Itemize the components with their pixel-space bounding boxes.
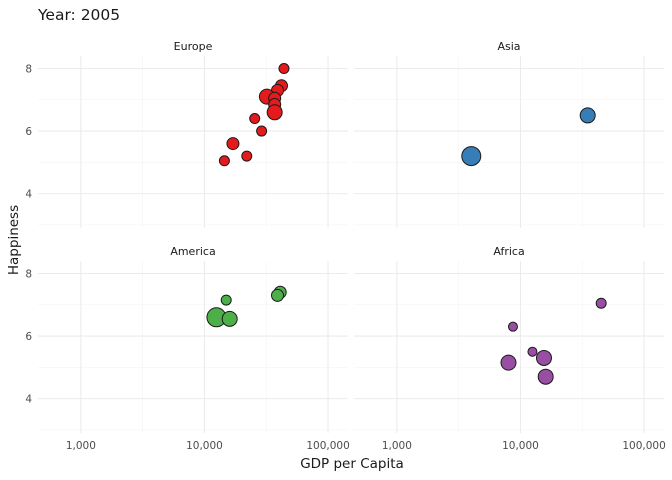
facet-strip-label: Europe	[174, 40, 213, 53]
facet-panel-america: America 4 6 8 1,000 10,000 100,000	[25, 245, 349, 452]
y-tick-label: 6	[25, 126, 32, 138]
y-tick-label: 6	[25, 331, 32, 343]
data-point	[266, 104, 283, 121]
x-tick-label: 100,000	[306, 440, 349, 452]
data-point	[500, 354, 517, 371]
data-point	[507, 321, 518, 332]
data-point	[461, 146, 482, 167]
facet-strip-label: Africa	[493, 245, 524, 258]
facet-strip-label: America	[170, 245, 215, 258]
data-point	[249, 113, 261, 125]
y-tick-label: 8	[25, 64, 32, 76]
chart-title: Year: 2005	[37, 6, 120, 24]
data-point	[595, 297, 607, 309]
data-point	[220, 294, 232, 306]
data-point	[537, 368, 554, 385]
x-axis-title: GDP per Capita	[300, 456, 404, 472]
data-point	[271, 288, 285, 302]
y-tick-label: 4	[25, 189, 32, 201]
data-point	[226, 137, 240, 151]
data-point	[256, 125, 268, 137]
x-tick-label: 10,000	[502, 440, 539, 452]
y-tick-label: 8	[25, 269, 32, 281]
facet-panel-asia: Asia	[354, 40, 664, 228]
y-tick-label: 4	[25, 394, 32, 406]
x-tick-label: 100,000	[622, 440, 665, 452]
facet-panel-europe: Europe 4 6 8	[25, 40, 348, 228]
data-point	[218, 155, 230, 167]
x-tick-label: 10,000	[186, 440, 223, 452]
x-tick-label: 1,000	[382, 440, 412, 452]
data-point	[535, 349, 552, 366]
data-point	[278, 63, 290, 75]
data-point	[241, 150, 253, 162]
facet-panels: Europe 4 6 8 Asia America 4 6 8 1,000 10,000 100,00…	[25, 40, 665, 452]
facet-strip-label: Asia	[497, 40, 520, 53]
y-axis-title: Happiness	[6, 205, 22, 275]
data-point	[527, 346, 538, 357]
x-tick-label: 1,000	[66, 440, 96, 452]
data-point	[221, 310, 238, 327]
data-point	[579, 107, 596, 124]
facet-panel-africa: Africa 1,000 10,000 100,000	[354, 245, 666, 452]
